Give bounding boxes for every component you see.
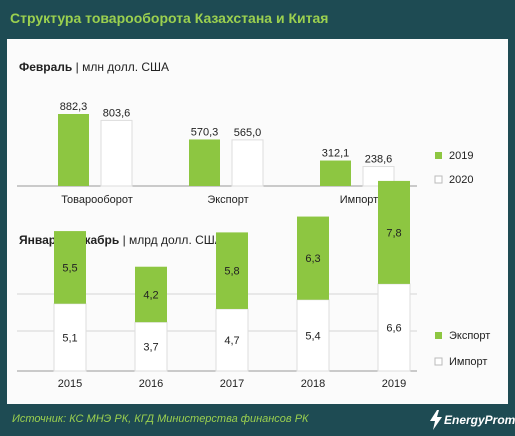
chart1-bar xyxy=(100,119,133,187)
chart2-data-label-import: 5,4 xyxy=(305,330,320,342)
chart2-legend-swatch xyxy=(435,332,442,339)
chart1-legend-label: 2020 xyxy=(449,174,473,186)
chart2-legend-label: Экспорт xyxy=(449,330,490,342)
chart2-data-label-export: 7,8 xyxy=(386,227,401,239)
chart2-category-label: 2019 xyxy=(382,378,406,390)
chart1-legend-swatch xyxy=(434,175,443,184)
chart2-category-label: 2015 xyxy=(58,378,82,390)
chart2-bar-export xyxy=(54,231,86,304)
chart1-data-label: 882,3 xyxy=(60,101,88,113)
chart-title: Структура товарооборота Казахстана и Кит… xyxy=(10,10,329,26)
chart2-data-label-export: 5,5 xyxy=(62,262,77,274)
chart1-category-label: Экспорт xyxy=(207,194,248,206)
energyprom-logo: EnergyProm xyxy=(428,409,515,431)
chart-panel: Февраль | млн долл. США 882,3 803,6 Товароо… xyxy=(7,39,508,404)
chart2-title-unit: | млрд долл. США xyxy=(119,233,223,247)
chart2-data-label-import: 3,7 xyxy=(143,342,158,354)
chart2-data-label-export: 4,2 xyxy=(143,289,158,301)
lightning-icon xyxy=(430,410,442,430)
chart2-bar-export xyxy=(378,180,410,284)
source-note: Источник: КС МНЭ РК, КГД Министерства фи… xyxy=(12,413,309,425)
chart1-data-label: 565,0 xyxy=(234,127,262,139)
chart2-legend-swatch xyxy=(434,357,443,366)
chart2-bar-export xyxy=(216,232,248,309)
chart2-data-label-import: 4,7 xyxy=(224,335,239,347)
chart1-bar xyxy=(231,139,264,187)
chart2-bar-import xyxy=(296,299,330,372)
chart2-category-label: 2016 xyxy=(139,378,163,390)
chart1-title-bold: Февраль xyxy=(19,60,72,74)
chart2-bar-import xyxy=(134,321,168,372)
chart2-category-label: 2018 xyxy=(301,378,325,390)
chart2-bar-import xyxy=(215,308,249,372)
chart1-category-label: Импорт xyxy=(340,194,378,206)
chart1-bar xyxy=(320,160,351,186)
chart1-data-label: 312,1 xyxy=(322,148,350,160)
chart1-title-unit: | млн долл. США xyxy=(72,60,169,74)
chart2-data-label-export: 5,8 xyxy=(224,266,239,278)
chart1-legend-label: 2019 xyxy=(449,150,473,162)
chart1-bar xyxy=(58,114,89,186)
logo-text: EnergyProm xyxy=(444,413,515,427)
chart2-bar-export xyxy=(297,216,329,300)
chart1-category-label: Товарооборот xyxy=(61,194,133,206)
chart1-data-label: 238,6 xyxy=(365,154,393,166)
chart2-title: Январь–декабрь | млрд долл. США xyxy=(19,233,223,247)
chart2-bar-export xyxy=(135,266,167,323)
chart2-category-label: 2017 xyxy=(220,378,244,390)
chart1-bar xyxy=(189,139,220,186)
chart1-title: Февраль | млн долл. США xyxy=(19,60,169,74)
chart-canvas: Февраль | млн долл. США 882,3 803,6 Товароо… xyxy=(17,60,490,390)
footer: Источник: КС МНЭ РК, КГД Министерства фи… xyxy=(0,404,515,436)
chart2-legend-label: Импорт xyxy=(449,356,487,368)
chart2-data-label-import: 6,6 xyxy=(386,322,401,334)
chart1-legend-swatch xyxy=(435,152,442,159)
chart1-data-label: 803,6 xyxy=(103,107,131,119)
chart2-bar-import xyxy=(377,283,411,372)
chart2-data-label-import: 5,1 xyxy=(62,332,77,344)
chart1-data-label: 570,3 xyxy=(191,126,219,138)
chart2-data-label-export: 6,3 xyxy=(305,253,320,265)
